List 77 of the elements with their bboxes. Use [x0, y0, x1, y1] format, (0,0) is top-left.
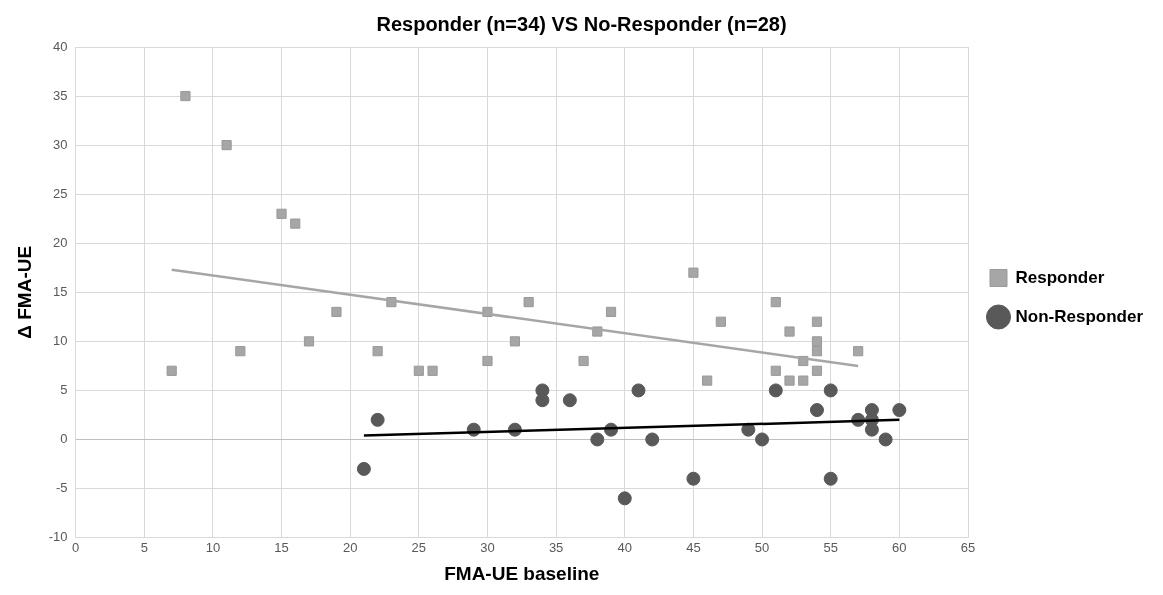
point: [686, 471, 701, 486]
point: [370, 412, 385, 427]
x-tick-label: 40: [617, 539, 632, 555]
point: [631, 383, 646, 398]
point: [770, 297, 781, 308]
point: [811, 316, 823, 327]
point: [166, 365, 177, 376]
point: [356, 461, 371, 476]
point: [878, 432, 893, 447]
legend-label: Responder: [1015, 267, 1105, 287]
point: [715, 316, 726, 327]
point: [303, 336, 315, 347]
x-tick-label: 45: [686, 539, 701, 555]
point: [372, 346, 383, 357]
point: [617, 491, 632, 506]
point: [823, 383, 838, 398]
point: [590, 432, 605, 447]
point: [853, 346, 864, 357]
point: [768, 383, 783, 398]
point: [798, 375, 809, 386]
point: [605, 306, 617, 318]
point: [811, 336, 823, 347]
point: [562, 393, 577, 408]
point: [331, 306, 342, 318]
x-tick-label: 50: [754, 539, 770, 555]
y-tick-label: 40: [53, 38, 68, 54]
point: [809, 403, 824, 418]
point: [413, 365, 424, 376]
x-tick-label: 10: [205, 539, 221, 555]
chart-title: Responder (n=34) VS No-Responder (n=28): [376, 12, 787, 35]
point: [592, 326, 603, 337]
point: [688, 267, 699, 278]
point: [811, 346, 823, 357]
x-tick-label: 60: [892, 539, 907, 555]
y-tick-label: -10: [48, 529, 68, 545]
point: [702, 375, 713, 386]
point: [427, 365, 438, 376]
legend-label: Non-Responder: [1015, 306, 1144, 326]
point: [864, 422, 879, 437]
y-tick-label: 10: [53, 332, 68, 348]
point: [180, 90, 191, 102]
point: [811, 365, 823, 376]
x-tick-label: 35: [548, 539, 564, 555]
point: [892, 403, 907, 418]
y-tick-label: 5: [60, 382, 68, 397]
point: [784, 326, 795, 337]
point: [276, 208, 287, 219]
point: [645, 432, 660, 447]
point: [578, 355, 589, 367]
y-tick-label: 30: [53, 136, 68, 152]
y-axis-title: Δ FMA-UE: [13, 245, 35, 339]
point: [770, 365, 781, 376]
point: [784, 375, 795, 386]
x-tick-label: 65: [960, 539, 976, 555]
x-axis-title: FMA-UE baseline: [444, 562, 600, 584]
point: [482, 355, 493, 367]
x-tick-label: 30: [480, 539, 495, 555]
y-tick-label: 35: [53, 87, 68, 103]
point: [235, 346, 246, 357]
x-tick-label: 20: [342, 539, 358, 555]
x-tick-label: 0: [71, 539, 80, 555]
y-tick-label: 25: [53, 185, 68, 201]
point: [221, 140, 232, 151]
y-tick-label: -5: [56, 480, 68, 496]
point: [509, 336, 521, 347]
point: [823, 471, 838, 486]
x-tick-label: 5: [140, 539, 148, 555]
point: [523, 297, 534, 308]
point: [290, 218, 301, 229]
y-tick-label: 20: [53, 234, 68, 250]
x-tick-label: 25: [411, 539, 427, 555]
point: [535, 393, 550, 408]
point: [755, 432, 770, 447]
x-tick-label: 55: [823, 539, 838, 555]
y-tick-label: 0: [60, 431, 68, 447]
y-tick-label: 15: [53, 283, 68, 299]
x-tick-label: 15: [274, 539, 289, 555]
